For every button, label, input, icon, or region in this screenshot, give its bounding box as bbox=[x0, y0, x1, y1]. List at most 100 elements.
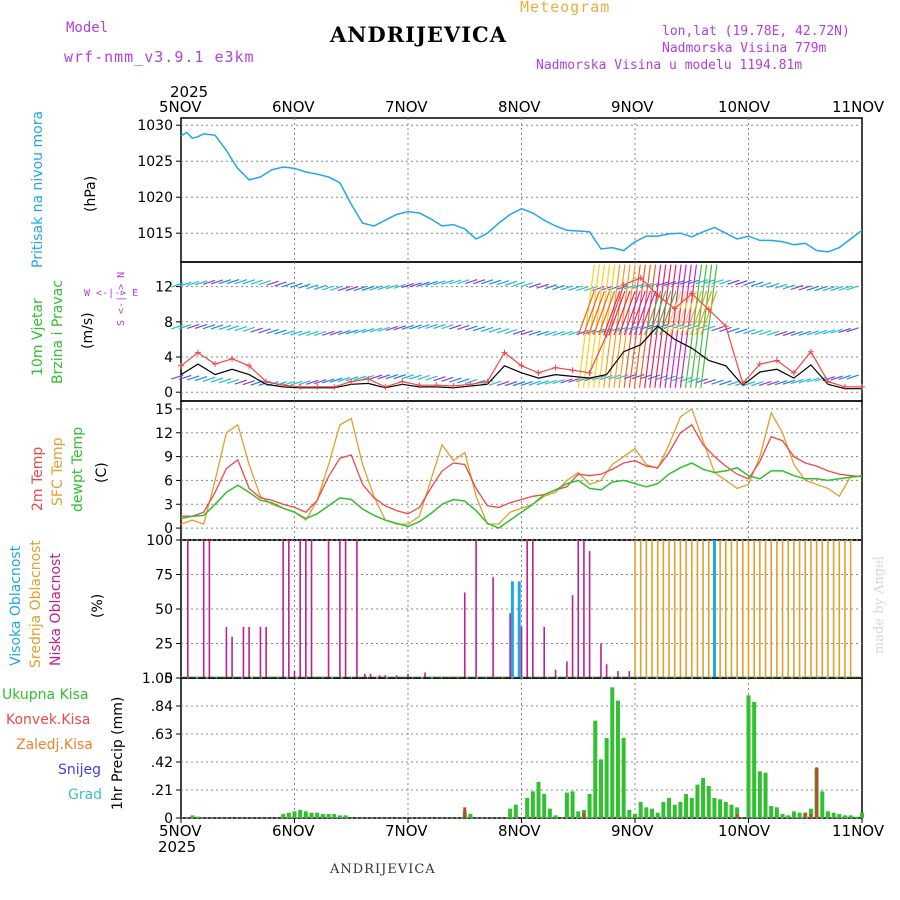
date-label-top-4: 9NOV bbox=[611, 98, 654, 116]
gust-marker bbox=[501, 349, 508, 356]
wind-barb bbox=[719, 279, 732, 285]
wind-barb bbox=[314, 330, 327, 337]
wind-barb bbox=[322, 330, 335, 336]
wind-barb bbox=[202, 376, 216, 382]
wind-barb bbox=[329, 377, 343, 383]
gust-marker bbox=[518, 362, 525, 369]
wind-barb bbox=[274, 329, 287, 335]
precip-bar-total bbox=[196, 816, 201, 818]
wind-barb bbox=[306, 330, 319, 337]
gust-marker bbox=[671, 305, 678, 312]
model-label: Model bbox=[66, 20, 109, 36]
wind-barb bbox=[393, 283, 406, 289]
precip-bar-total bbox=[298, 810, 303, 818]
wind-barb bbox=[433, 376, 446, 382]
wind-barb bbox=[306, 284, 319, 290]
wind-barb bbox=[603, 290, 621, 336]
precip-bar-total bbox=[281, 814, 286, 818]
wind-barb bbox=[743, 381, 756, 387]
wind-barb bbox=[226, 378, 240, 385]
wind-barb bbox=[659, 290, 677, 336]
wind-barb bbox=[774, 330, 788, 336]
wind-barb bbox=[727, 327, 740, 333]
wind-barb bbox=[536, 330, 549, 336]
wind-barb bbox=[790, 284, 804, 291]
gust-marker bbox=[756, 361, 763, 368]
wind-barb bbox=[703, 325, 716, 331]
t2m-line bbox=[181, 423, 863, 517]
precip-bar-total bbox=[593, 720, 598, 818]
wind-barb bbox=[623, 284, 637, 290]
wind-barb bbox=[814, 285, 828, 292]
precip-bar-total bbox=[320, 814, 325, 818]
precip-bar-total bbox=[621, 738, 626, 818]
wind-barb bbox=[719, 326, 732, 332]
gust-marker bbox=[739, 380, 746, 387]
y-tick-label: 0 bbox=[164, 671, 173, 687]
wind-barb bbox=[669, 290, 687, 336]
wind-barb bbox=[711, 279, 724, 285]
precip-bar-total bbox=[689, 798, 694, 818]
wind-barb bbox=[258, 280, 271, 286]
gust-marker bbox=[399, 378, 406, 385]
wind-barb bbox=[314, 284, 327, 290]
date-label-bottom-0: 5NOV bbox=[159, 822, 202, 840]
wind-barb bbox=[520, 380, 534, 387]
gust-marker bbox=[212, 361, 219, 368]
wind-barb bbox=[759, 330, 772, 336]
gust-marker bbox=[484, 378, 491, 385]
y-tick-label: 15 bbox=[155, 402, 173, 418]
wind-barb bbox=[171, 282, 184, 288]
wind-barb bbox=[377, 326, 391, 332]
wind-barb bbox=[417, 281, 430, 287]
wind-barb bbox=[552, 330, 565, 337]
wind-barb bbox=[528, 282, 541, 288]
y-tick-label: 12 bbox=[155, 280, 173, 296]
precip-bar-total bbox=[604, 738, 609, 818]
wind-barb bbox=[322, 378, 335, 384]
wind-barb bbox=[727, 279, 740, 285]
precip-bar-convective bbox=[815, 767, 819, 818]
wind-barb bbox=[664, 290, 682, 336]
y-tick-label: 25 bbox=[155, 637, 173, 653]
gust-marker bbox=[450, 383, 457, 390]
precip-bar-total bbox=[678, 802, 683, 818]
wind-barb bbox=[250, 327, 263, 333]
y-tick-label: 100 bbox=[146, 533, 173, 549]
precip-bar-total bbox=[564, 792, 569, 818]
y-tick-label: 1025 bbox=[137, 154, 173, 170]
wind-barb bbox=[743, 329, 756, 335]
precip-bar-total bbox=[615, 700, 620, 818]
precip-bar-total bbox=[326, 814, 331, 818]
wind-barb bbox=[504, 381, 518, 387]
wind-barb bbox=[290, 330, 303, 336]
wind-barb bbox=[584, 286, 597, 292]
wind-barb bbox=[751, 329, 764, 335]
wind-barb bbox=[194, 376, 208, 382]
wind-barb bbox=[782, 379, 796, 385]
gust-marker bbox=[195, 349, 202, 356]
precip-bar-total bbox=[513, 804, 518, 818]
wind-barb bbox=[409, 374, 422, 380]
precip-bar-total bbox=[286, 812, 291, 818]
wind-barb bbox=[520, 330, 534, 336]
wind-barb bbox=[520, 282, 534, 288]
wind-barb bbox=[465, 378, 478, 385]
wind-barb bbox=[361, 285, 375, 291]
wind-barb bbox=[417, 374, 430, 381]
precip-bar-total bbox=[842, 815, 847, 818]
wind-barb bbox=[266, 328, 279, 335]
gust-marker bbox=[416, 382, 423, 389]
wind-barb bbox=[631, 283, 645, 289]
wind-barb bbox=[568, 330, 581, 336]
y-tick-label: 1015 bbox=[137, 226, 173, 242]
gust-marker bbox=[722, 323, 729, 330]
precip-bar-total bbox=[712, 798, 717, 818]
wind-barb bbox=[703, 378, 716, 385]
wind-barb bbox=[234, 379, 248, 385]
gust-marker bbox=[569, 367, 576, 374]
wind-barb bbox=[194, 323, 208, 330]
wind-barb bbox=[628, 290, 646, 336]
precip-bar-total bbox=[837, 814, 842, 818]
precip-bar-total bbox=[667, 798, 672, 818]
